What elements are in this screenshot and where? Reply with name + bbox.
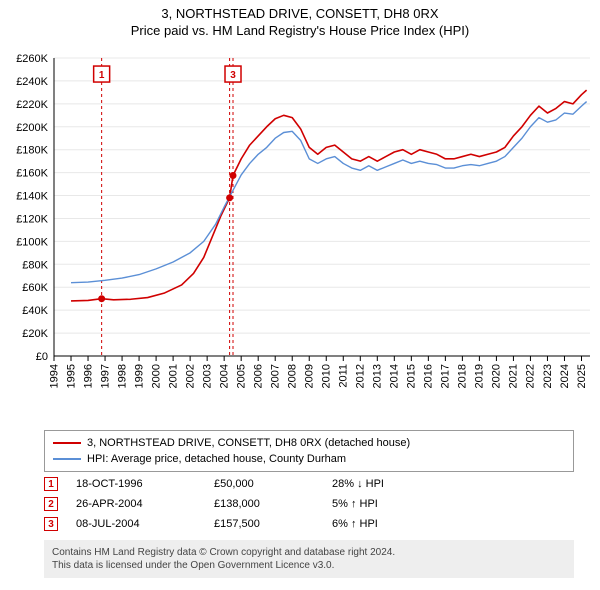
svg-text:£40K: £40K [22, 305, 48, 317]
svg-text:2000: 2000 [150, 364, 162, 388]
sale-hpi-delta: 6% ↑ HPI [332, 518, 452, 530]
svg-text:£200K: £200K [16, 122, 48, 134]
sale-marker-badge: 1 [44, 477, 58, 491]
legend: 3, NORTHSTEAD DRIVE, CONSETT, DH8 0RX (d… [44, 430, 574, 472]
svg-text:2002: 2002 [184, 364, 196, 388]
svg-text:1998: 1998 [116, 364, 128, 388]
svg-text:2022: 2022 [525, 364, 537, 388]
svg-text:£220K: £220K [16, 99, 48, 111]
legend-swatch [53, 442, 81, 444]
svg-text:£140K: £140K [16, 191, 48, 203]
svg-text:2018: 2018 [457, 364, 469, 388]
svg-text:1995: 1995 [65, 364, 77, 388]
svg-text:1997: 1997 [99, 364, 111, 388]
svg-text:2004: 2004 [218, 364, 230, 388]
svg-text:2017: 2017 [440, 364, 452, 388]
svg-text:2016: 2016 [423, 364, 435, 388]
svg-text:2015: 2015 [406, 364, 418, 388]
license-footer: Contains HM Land Registry data © Crown c… [44, 540, 574, 578]
svg-text:2021: 2021 [508, 364, 520, 388]
sale-price: £138,000 [214, 498, 314, 510]
svg-text:£0: £0 [36, 351, 48, 363]
svg-text:1: 1 [99, 70, 105, 81]
svg-text:£20K: £20K [22, 328, 48, 340]
svg-text:£180K: £180K [16, 145, 48, 157]
legend-item: HPI: Average price, detached house, Coun… [53, 451, 565, 467]
svg-text:2023: 2023 [542, 364, 554, 388]
sale-price: £157,500 [214, 518, 314, 530]
svg-text:2003: 2003 [201, 364, 213, 388]
chart-titles: 3, NORTHSTEAD DRIVE, CONSETT, DH8 0RX Pr… [0, 0, 600, 40]
title-address: 3, NORTHSTEAD DRIVE, CONSETT, DH8 0RX [10, 6, 590, 21]
svg-text:1996: 1996 [82, 364, 94, 388]
svg-text:£80K: £80K [22, 259, 48, 271]
svg-text:£160K: £160K [16, 168, 48, 180]
legend-item: 3, NORTHSTEAD DRIVE, CONSETT, DH8 0RX (d… [53, 435, 565, 451]
svg-text:2007: 2007 [270, 364, 282, 388]
sale-price: £50,000 [214, 478, 314, 490]
svg-text:£260K: £260K [16, 53, 48, 65]
sale-hpi-delta: 5% ↑ HPI [332, 498, 452, 510]
svg-text:2008: 2008 [287, 364, 299, 388]
svg-text:2013: 2013 [372, 364, 384, 388]
svg-text:2001: 2001 [167, 364, 179, 388]
title-subtitle: Price paid vs. HM Land Registry's House … [10, 23, 590, 38]
svg-text:2005: 2005 [235, 364, 247, 388]
sale-date: 08-JUL-2004 [76, 518, 196, 530]
svg-text:2019: 2019 [474, 364, 486, 388]
sale-marker-badge: 3 [44, 517, 58, 531]
footer-line: Contains HM Land Registry data © Crown c… [52, 546, 566, 559]
svg-text:1994: 1994 [48, 364, 60, 388]
svg-text:2006: 2006 [252, 364, 264, 388]
sale-marker-badge: 2 [44, 497, 58, 511]
svg-text:2025: 2025 [576, 364, 588, 388]
svg-text:2014: 2014 [389, 364, 401, 388]
sale-date: 18-OCT-1996 [76, 478, 196, 490]
svg-text:£240K: £240K [16, 76, 48, 88]
sale-row: 2 26-APR-2004 £138,000 5% ↑ HPI [44, 494, 574, 514]
svg-text:2010: 2010 [321, 364, 333, 388]
sale-row: 1 18-OCT-1996 £50,000 28% ↓ HPI [44, 474, 574, 494]
legend-swatch [53, 458, 81, 460]
legend-label: HPI: Average price, detached house, Coun… [87, 453, 346, 465]
svg-text:£120K: £120K [16, 213, 48, 225]
sale-hpi-delta: 28% ↓ HPI [332, 478, 452, 490]
svg-text:2011: 2011 [338, 364, 350, 388]
svg-text:2024: 2024 [559, 364, 571, 388]
svg-text:£100K: £100K [16, 236, 48, 248]
footer-line: This data is licensed under the Open Gov… [52, 559, 566, 572]
svg-text:£60K: £60K [22, 282, 48, 294]
sale-row: 3 08-JUL-2004 £157,500 6% ↑ HPI [44, 514, 574, 534]
svg-text:1999: 1999 [133, 364, 145, 388]
sales-table: 1 18-OCT-1996 £50,000 28% ↓ HPI 2 26-APR… [44, 474, 574, 534]
svg-text:3: 3 [230, 70, 236, 81]
sale-date: 26-APR-2004 [76, 498, 196, 510]
svg-text:2009: 2009 [304, 364, 316, 388]
svg-text:2020: 2020 [491, 364, 503, 388]
price-chart: £0 £20K £40K £60K £80K £100K £120K £140K £160K £1… [0, 44, 600, 424]
svg-text:2012: 2012 [355, 364, 367, 388]
legend-label: 3, NORTHSTEAD DRIVE, CONSETT, DH8 0RX (d… [87, 437, 410, 449]
